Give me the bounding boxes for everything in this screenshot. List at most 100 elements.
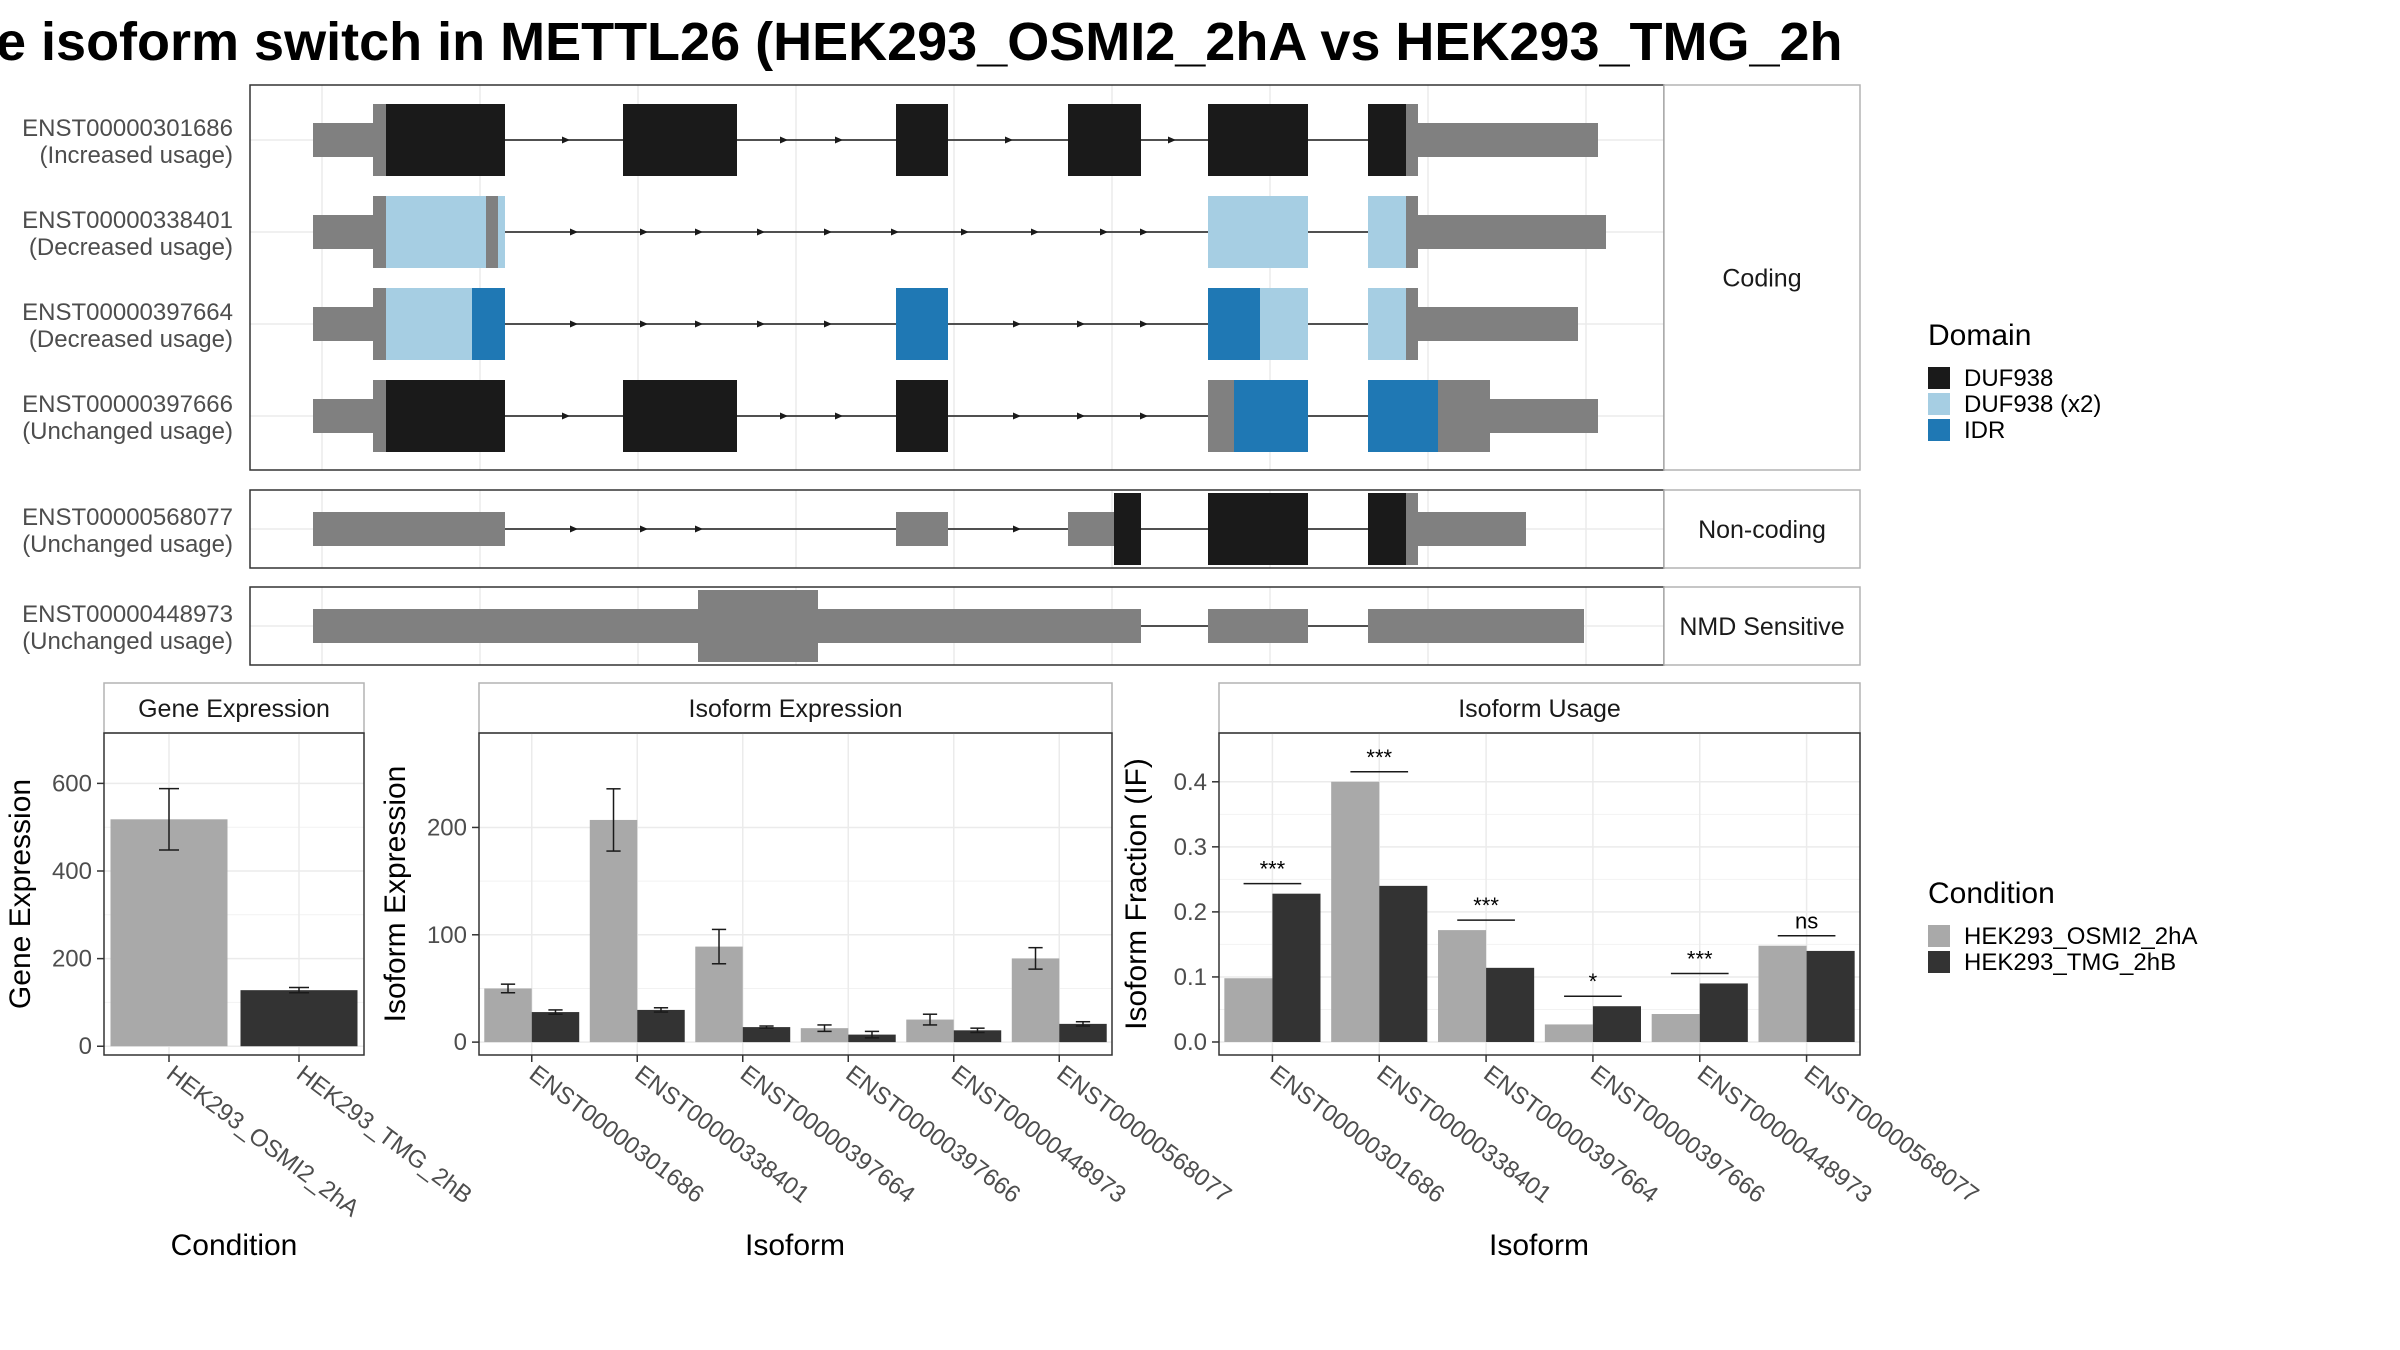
y-tick-label: 600 bbox=[52, 770, 92, 797]
transcript-id-label: ENST00000301686 bbox=[22, 115, 233, 142]
panel-title-strip bbox=[478, 682, 1113, 734]
intron-arrow bbox=[780, 412, 788, 420]
exon-segment bbox=[1208, 104, 1308, 176]
exon-segment bbox=[1114, 493, 1141, 565]
bar bbox=[1699, 983, 1748, 1042]
legend-swatch-osmi2 bbox=[1928, 925, 1950, 947]
y-tick-label: 0.1 bbox=[1174, 964, 1207, 991]
panel-title-strip bbox=[1218, 682, 1861, 734]
exon-segment bbox=[313, 609, 698, 643]
exon-segment bbox=[313, 399, 373, 433]
intron-arrow bbox=[695, 525, 703, 533]
exon-segment bbox=[1068, 104, 1141, 176]
exon-segment bbox=[1418, 512, 1526, 546]
exon-segment bbox=[1406, 288, 1418, 360]
bar bbox=[1011, 958, 1060, 1043]
exon-segment bbox=[313, 215, 373, 249]
y-axis-title: Isoform Expression bbox=[379, 766, 412, 1023]
exon-segment bbox=[472, 288, 505, 360]
significance-label: ns bbox=[1795, 909, 1818, 934]
intron-arrow bbox=[562, 412, 570, 420]
transcript-usage-label: (Decreased usage) bbox=[29, 326, 233, 353]
exon-segment bbox=[1208, 493, 1308, 565]
panel-title-strip bbox=[103, 682, 365, 734]
significance-label: *** bbox=[1366, 745, 1392, 770]
legend-label-duf938-x2: DUF938 (x2) bbox=[1964, 391, 2101, 418]
exon-segment bbox=[1438, 380, 1490, 452]
transcript-usage-label: (Unchanged usage) bbox=[22, 628, 233, 655]
bar bbox=[240, 990, 358, 1047]
bar bbox=[531, 1012, 580, 1043]
exon-segment bbox=[498, 196, 505, 268]
bar bbox=[1544, 1024, 1593, 1042]
exon-segment bbox=[1418, 123, 1598, 157]
exon-segment bbox=[1418, 307, 1578, 341]
bar bbox=[1379, 885, 1428, 1042]
legend-swatch-duf938 bbox=[1928, 367, 1950, 389]
intron-arrow bbox=[835, 412, 843, 420]
transcript-structure-plot: ENST00000301686(Increased usage) ENST0000… bbox=[22, 84, 1861, 666]
transcript-id-label: ENST00000397664 bbox=[22, 299, 233, 326]
significance-label: *** bbox=[1687, 946, 1713, 971]
exon-segment bbox=[1260, 288, 1308, 360]
y-tick-label: 200 bbox=[52, 946, 92, 973]
bar bbox=[1272, 893, 1321, 1042]
exon-segment bbox=[386, 196, 486, 268]
transcript-id-label: ENST00000568077 bbox=[22, 504, 233, 531]
group-strip-label: Non-coding bbox=[1698, 516, 1826, 544]
exon-segment bbox=[373, 288, 386, 360]
bar bbox=[1059, 1023, 1107, 1043]
bar bbox=[800, 1028, 849, 1043]
exon-segment bbox=[1208, 609, 1308, 643]
y-tick-label: 0 bbox=[79, 1033, 92, 1060]
transcript-id-label: ENST00000397666 bbox=[22, 391, 233, 418]
exon-segment bbox=[313, 307, 373, 341]
intron-arrow bbox=[1031, 228, 1039, 236]
exon-segment bbox=[1368, 380, 1438, 452]
exon-segment bbox=[698, 590, 818, 662]
significance-label: *** bbox=[1473, 893, 1499, 918]
exon-segment bbox=[896, 288, 948, 360]
bar bbox=[1331, 781, 1380, 1042]
exon-segment bbox=[1208, 380, 1234, 452]
intron-arrow bbox=[570, 525, 578, 533]
legend-label-idr: IDR bbox=[1964, 417, 2005, 444]
y-tick-label: 100 bbox=[427, 922, 467, 949]
figure-title: e isoform switch in METTL26 (HEK293_OSMI… bbox=[0, 12, 1843, 72]
y-tick-label: 0.2 bbox=[1174, 899, 1207, 926]
exon-segment bbox=[373, 196, 386, 268]
intron-arrow bbox=[1077, 412, 1085, 420]
panel-title: Gene Expression bbox=[138, 695, 330, 723]
condition-legend: Condition HEK293_OSMI2_2hA HEK293_TMG_2h… bbox=[1928, 877, 2197, 976]
exon-segment bbox=[1068, 512, 1114, 546]
intron-arrow bbox=[835, 136, 843, 144]
exon-segment bbox=[1368, 609, 1584, 643]
bar bbox=[742, 1027, 791, 1043]
intron-arrow bbox=[824, 320, 832, 328]
exon-segment bbox=[623, 104, 737, 176]
transcript-usage-label: (Decreased usage) bbox=[29, 234, 233, 261]
intron-arrow bbox=[570, 228, 578, 236]
intron-arrow bbox=[1005, 136, 1013, 144]
transcript-usage-label: (Increased usage) bbox=[40, 142, 233, 169]
bar bbox=[484, 988, 532, 1043]
intron-arrow bbox=[1013, 412, 1021, 420]
legend-swatch-duf938-x2 bbox=[1928, 393, 1950, 415]
x-axis-title: Condition bbox=[171, 1229, 298, 1262]
bar bbox=[1438, 930, 1487, 1042]
intron-arrow bbox=[1013, 320, 1021, 328]
intron-arrow bbox=[824, 228, 832, 236]
legend-label-duf938: DUF938 bbox=[1964, 365, 2053, 392]
bar bbox=[1592, 1006, 1641, 1042]
intron-arrow bbox=[757, 228, 765, 236]
exon-segment bbox=[1208, 288, 1260, 360]
exon-segment bbox=[623, 380, 737, 452]
exon-segment bbox=[373, 104, 386, 176]
plot-panel-border bbox=[1218, 732, 1861, 1056]
bar bbox=[906, 1019, 954, 1043]
intron-arrow bbox=[640, 228, 648, 236]
panel-title: Isoform Expression bbox=[689, 695, 903, 723]
bar bbox=[589, 819, 638, 1043]
exon-segment bbox=[896, 512, 948, 546]
